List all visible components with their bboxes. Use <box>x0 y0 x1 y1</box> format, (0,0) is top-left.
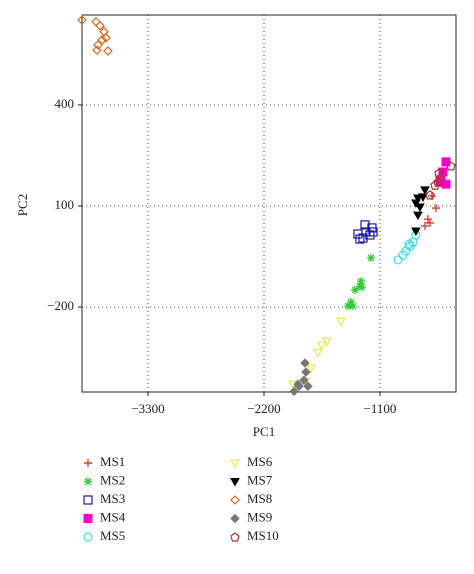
legend-label: MS1 <box>100 454 125 469</box>
legend-marker <box>230 532 240 542</box>
point <box>356 277 365 286</box>
point <box>303 381 313 391</box>
point <box>418 193 428 202</box>
point <box>411 199 421 209</box>
y-tick-label: 400 <box>55 96 75 111</box>
point <box>431 204 440 213</box>
point <box>355 234 365 244</box>
point <box>435 173 445 183</box>
point <box>335 317 346 327</box>
legend-marker <box>229 459 241 469</box>
point <box>344 302 353 311</box>
point <box>312 348 324 358</box>
point <box>91 16 101 27</box>
point <box>77 15 87 25</box>
point <box>299 375 309 385</box>
legend-marker <box>83 495 93 505</box>
y-tick-label: −200 <box>47 298 74 313</box>
point <box>103 46 113 56</box>
point <box>305 364 317 374</box>
point <box>434 168 444 178</box>
point <box>425 190 435 200</box>
legend-label: MS10 <box>247 528 279 543</box>
point <box>430 180 440 190</box>
point <box>316 341 328 351</box>
point <box>421 221 429 230</box>
legend-marker <box>83 514 93 523</box>
point <box>405 241 415 251</box>
legend-label: MS3 <box>100 491 125 506</box>
point <box>367 253 376 262</box>
point <box>411 227 421 236</box>
legend-marker <box>230 478 240 487</box>
point <box>357 283 366 292</box>
legend-label: MS2 <box>100 472 125 487</box>
point <box>413 211 423 221</box>
x-tick-label: −1100 <box>364 401 397 416</box>
y-tick-label: 100 <box>55 197 75 212</box>
point <box>393 255 403 265</box>
point <box>368 227 378 237</box>
legend-marker <box>84 477 92 486</box>
point <box>97 35 107 45</box>
x-tick-label: −2200 <box>247 401 280 416</box>
point <box>92 45 102 55</box>
point <box>95 20 105 31</box>
point <box>446 161 456 171</box>
legend-marker <box>230 495 240 505</box>
point <box>415 203 425 213</box>
legend-label: MS9 <box>247 509 272 524</box>
point <box>425 218 434 227</box>
point <box>358 233 368 243</box>
point <box>301 367 311 377</box>
legend-label: MS7 <box>247 472 273 487</box>
y-axis-label: PC2 <box>15 194 30 216</box>
point <box>420 186 430 195</box>
x-axis-label: PC1 <box>253 424 275 439</box>
point <box>93 40 103 50</box>
point <box>289 386 299 397</box>
point <box>360 220 370 230</box>
point <box>433 177 443 187</box>
legend-marker <box>230 513 240 524</box>
x-tick-label: −3300 <box>131 401 164 416</box>
legend-marker <box>83 532 93 542</box>
point <box>346 298 355 307</box>
point <box>293 379 303 389</box>
legend-label: MS4 <box>100 509 126 524</box>
point <box>355 282 364 291</box>
point <box>350 285 359 294</box>
point <box>413 194 423 203</box>
legend-label: MS8 <box>247 491 272 506</box>
legend-marker <box>84 459 92 467</box>
plot-frame <box>81 14 457 393</box>
point <box>348 302 357 311</box>
point <box>300 358 310 368</box>
point <box>441 157 451 167</box>
legend-label: MS6 <box>247 454 273 469</box>
legend-label: MS5 <box>100 528 125 543</box>
